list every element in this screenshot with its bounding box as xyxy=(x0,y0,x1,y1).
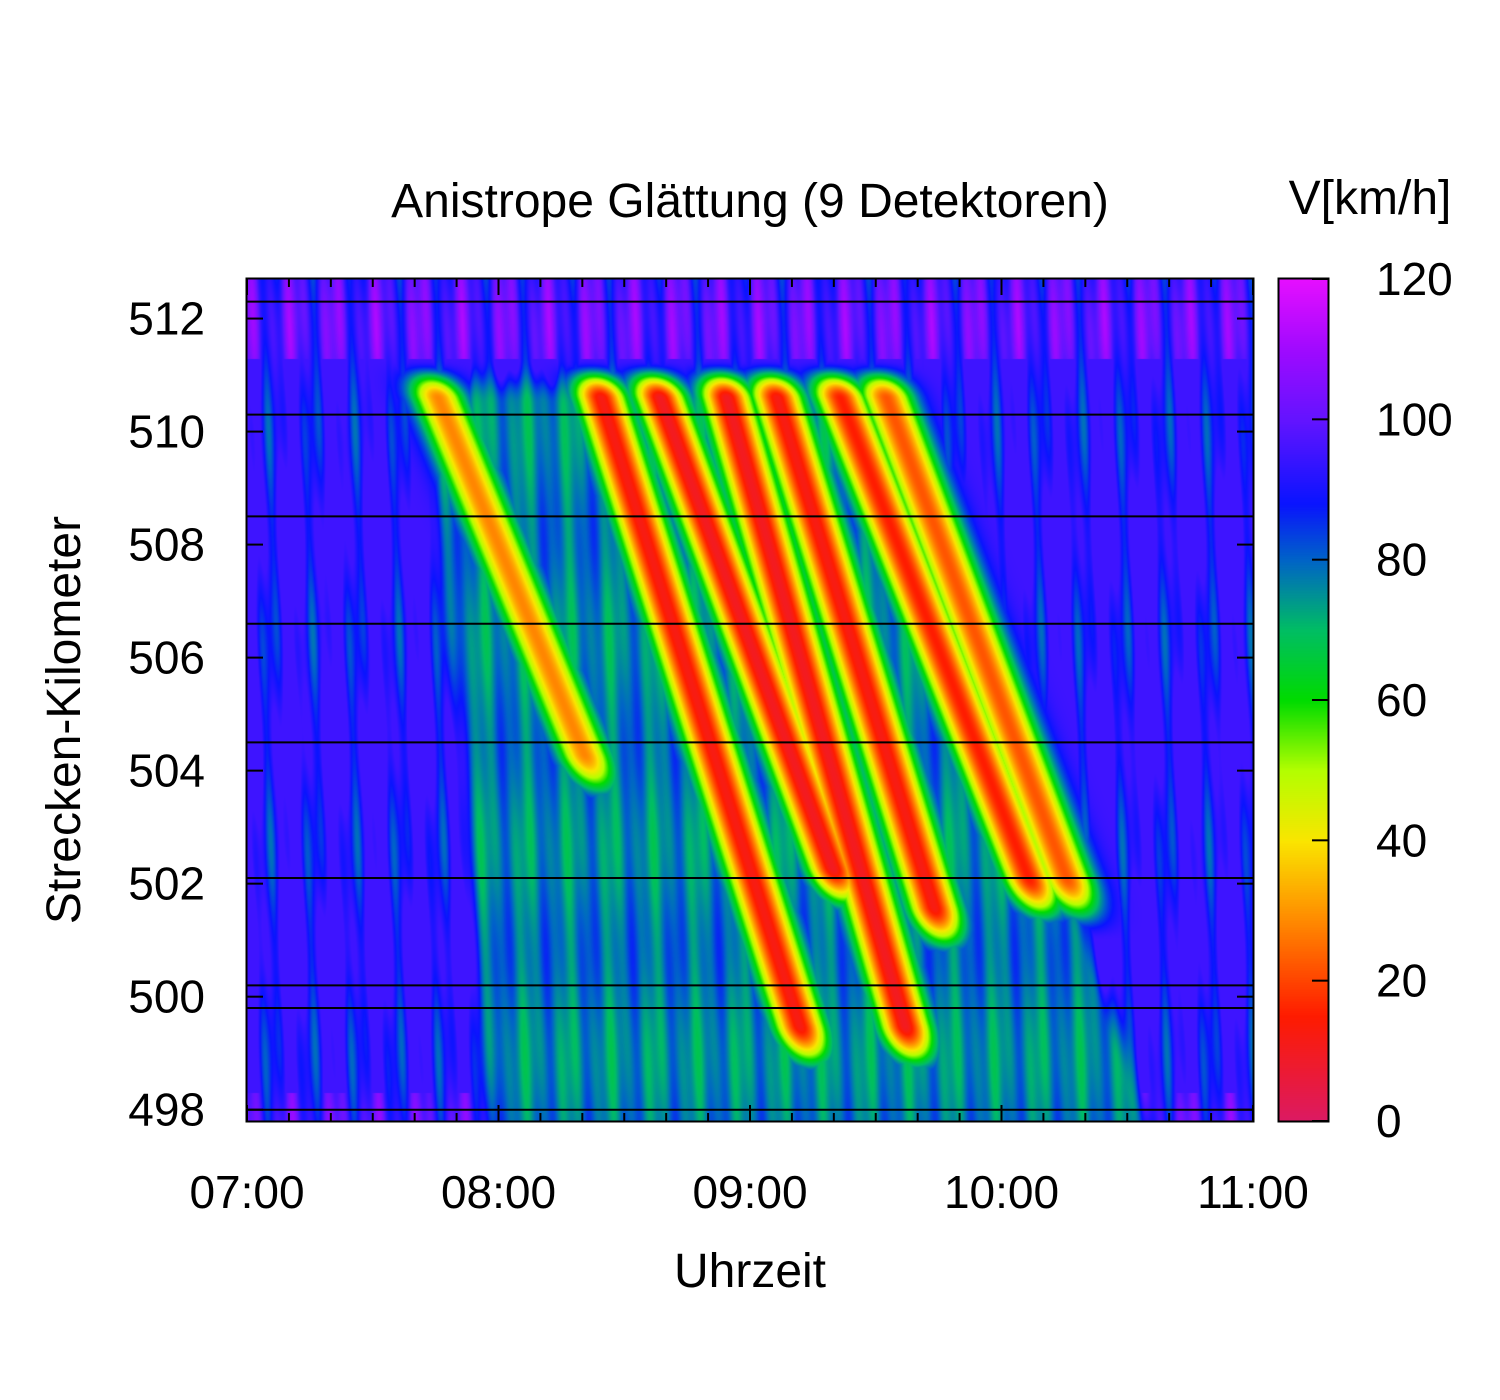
colorbar-tick-label: 80 xyxy=(1376,534,1427,586)
colorbar-tick-label: 40 xyxy=(1376,814,1427,866)
y-axis: 498 500 502 504 506 508 510 512 xyxy=(128,293,1253,1136)
x-tick-label: 11:00 xyxy=(1197,1166,1309,1218)
y-tick-label: 498 xyxy=(128,1084,205,1136)
y-tick-label: 500 xyxy=(128,971,205,1023)
x-tick-label: 07:00 xyxy=(189,1166,304,1218)
y-tick-label: 512 xyxy=(128,293,205,345)
heatmap-image xyxy=(247,279,1253,1121)
colorbar-tick-label: 0 xyxy=(1376,1095,1402,1147)
colorbar-label: V[km/h] xyxy=(1289,172,1452,225)
x-axis-label: Uhrzeit xyxy=(674,1245,826,1298)
detector-lines xyxy=(247,300,1253,1111)
colorbar-frame xyxy=(1277,277,1330,1123)
x-tick-label: 08:00 xyxy=(441,1166,556,1218)
x-tick-label: 10:00 xyxy=(944,1166,1059,1218)
colorbar-tick-label: 60 xyxy=(1376,674,1427,726)
y-tick-label: 510 xyxy=(128,406,205,458)
colorbar-axis: 0 20 40 60 80 100 120 xyxy=(1312,253,1453,1147)
y-axis-label: Strecken-Kilometer xyxy=(38,516,91,924)
y-tick-label: 506 xyxy=(128,632,205,684)
colorbar-tick-label: 100 xyxy=(1376,393,1453,445)
x-tick-label: 09:00 xyxy=(692,1166,807,1218)
colorbar-tick-label: 120 xyxy=(1376,253,1453,305)
colorbar-tick-label: 20 xyxy=(1376,955,1427,1007)
y-tick-label: 502 xyxy=(128,858,205,910)
y-tick-label: 504 xyxy=(128,745,205,797)
plot-frame xyxy=(245,277,1255,1123)
x-axis: 07:00 08:00 09:00 10:00 11:00 xyxy=(189,279,1309,1218)
y-tick-label: 508 xyxy=(128,519,205,571)
chart-title: Anistrope Glättung (9 Detektoren) xyxy=(391,175,1109,228)
